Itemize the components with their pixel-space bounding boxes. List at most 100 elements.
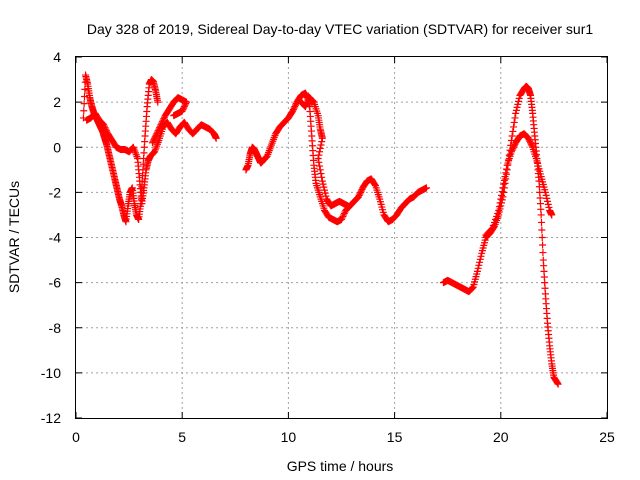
- data-point: [340, 209, 348, 217]
- data-point: [525, 136, 533, 144]
- data-point: [422, 184, 430, 192]
- data-point: [80, 92, 88, 100]
- x-tick-label: 10: [281, 429, 297, 445]
- data-point: [508, 146, 516, 154]
- data-point: [157, 121, 165, 129]
- data-points: [79, 71, 562, 388]
- data-point: [524, 134, 532, 142]
- data-point: [491, 215, 499, 223]
- data-point: [526, 137, 534, 145]
- data-point: [543, 194, 551, 202]
- data-point: [510, 143, 518, 151]
- data-point: [538, 234, 546, 241]
- data-point: [476, 258, 484, 266]
- data-point: [290, 104, 298, 112]
- y-tick-label: -6: [49, 275, 62, 291]
- data-point: [357, 188, 365, 196]
- data-point: [303, 100, 311, 108]
- data-point: [317, 170, 325, 178]
- data-point: [500, 176, 508, 184]
- data-point: [548, 211, 556, 219]
- data-point: [539, 249, 547, 257]
- data-point: [320, 183, 328, 191]
- y-tick-label: -2: [49, 184, 62, 200]
- data-point: [318, 138, 326, 146]
- data-point: [501, 179, 509, 187]
- data-point: [500, 180, 508, 188]
- data-point: [154, 127, 162, 135]
- data-point: [316, 148, 324, 156]
- data-point: [510, 118, 518, 126]
- data-point: [100, 121, 108, 129]
- data-point: [509, 145, 517, 153]
- data-point: [316, 166, 324, 174]
- data-point: [494, 209, 502, 217]
- chart-title: Day 328 of 2019, Sidereal Day-to-day VTE…: [87, 21, 593, 37]
- data-point: [150, 136, 158, 144]
- series-segment-3b: [482, 130, 556, 239]
- data-point: [512, 109, 520, 117]
- y-axis-label: SDTVAR / TECUs: [6, 181, 22, 293]
- data-point: [357, 187, 365, 195]
- data-point: [515, 94, 523, 102]
- data-point: [212, 134, 220, 142]
- data-point: [508, 132, 516, 140]
- data-point: [493, 212, 501, 220]
- data-point: [338, 215, 345, 223]
- data-point: [318, 134, 326, 142]
- data-point: [152, 131, 160, 139]
- data-point: [527, 139, 535, 147]
- data-point: [541, 188, 549, 196]
- y-tick-label: -10: [41, 365, 61, 381]
- data-point: [321, 189, 329, 197]
- data-point: [314, 155, 322, 163]
- data-point: [511, 114, 519, 122]
- data-point: [156, 124, 164, 132]
- data-point: [180, 103, 188, 111]
- data-point: [159, 116, 167, 124]
- data-point: [528, 142, 536, 150]
- data-point: [181, 101, 189, 109]
- data-point: [538, 226, 546, 234]
- series-segment-2b: [297, 94, 352, 210]
- data-point: [156, 122, 164, 130]
- data-point: [544, 200, 552, 208]
- data-point: [489, 221, 497, 229]
- data-point: [289, 106, 297, 114]
- data-point: [318, 173, 326, 181]
- data-point: [468, 284, 476, 292]
- y-tick-label: 0: [53, 139, 61, 155]
- data-point: [316, 162, 324, 170]
- data-point: [319, 180, 327, 188]
- data-point: [291, 101, 299, 109]
- data-point: [507, 148, 515, 156]
- data-point: [81, 85, 89, 93]
- data-point: [502, 169, 510, 177]
- data-point: [542, 191, 550, 199]
- data-point: [155, 125, 163, 133]
- data-point: [302, 101, 310, 109]
- y-tick-label: 2: [53, 94, 61, 110]
- data-point: [510, 123, 518, 131]
- x-axis-label: GPS time / hours: [287, 458, 394, 474]
- data-point: [291, 103, 299, 111]
- series-segment-1b: [83, 109, 220, 208]
- data-point: [318, 177, 326, 185]
- data-point: [371, 180, 379, 188]
- data-point: [316, 144, 324, 152]
- data-point: [474, 264, 482, 272]
- data-point: [289, 107, 297, 115]
- data-point: [498, 188, 506, 196]
- data-point: [545, 203, 553, 211]
- data-point: [502, 165, 510, 173]
- x-tick-labels: 0 5 10 15 20 25: [72, 429, 615, 445]
- data-point: [321, 186, 329, 194]
- data-point: [315, 151, 323, 159]
- data-point: [160, 115, 168, 123]
- data-point: [510, 142, 518, 150]
- data-point: [544, 197, 552, 205]
- data-point: [344, 202, 352, 210]
- data-point: [301, 103, 309, 111]
- y-tick-label: -8: [49, 320, 62, 336]
